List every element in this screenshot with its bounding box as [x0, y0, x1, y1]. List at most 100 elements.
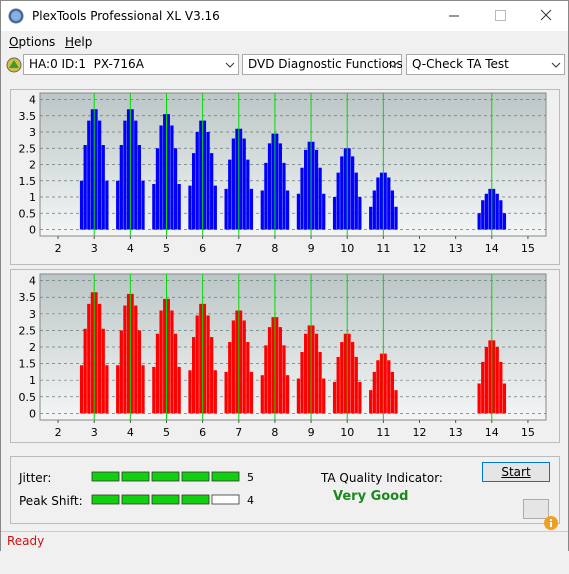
bar	[278, 327, 282, 414]
bar	[351, 342, 355, 414]
app-icon	[8, 8, 24, 24]
bar	[191, 153, 196, 230]
bar	[376, 177, 380, 230]
bar	[296, 193, 301, 230]
bar	[177, 184, 181, 230]
bar	[322, 193, 326, 230]
x-tick-label: 5	[163, 426, 170, 439]
x-tick-label: 9	[308, 242, 315, 255]
indicator-segment	[121, 494, 150, 505]
bar	[224, 371, 228, 414]
bar	[202, 303, 207, 414]
x-tick-label: 6	[199, 426, 206, 439]
bar	[159, 310, 163, 414]
x-tick-label: 15	[521, 242, 535, 255]
bar	[195, 315, 199, 414]
bar	[163, 114, 167, 230]
indicator-bars: 54	[91, 471, 254, 507]
window-controls[interactable]	[441, 1, 568, 31]
bar	[199, 303, 203, 414]
bar	[199, 120, 203, 230]
x-tick-label: 5	[163, 242, 170, 255]
window-title: PlexTools Professional XL V3.16	[32, 9, 220, 23]
bar	[271, 317, 275, 414]
menu-item[interactable]: Options	[9, 35, 56, 49]
y-tick-label: 4	[29, 94, 36, 107]
status-bar: Ready	[1, 531, 568, 551]
bar	[351, 156, 355, 230]
info-icon	[544, 516, 559, 530]
dropdown-arrow	[551, 62, 561, 68]
bar	[116, 180, 120, 230]
bar	[502, 383, 507, 414]
y-tick-label: 1	[29, 374, 36, 387]
bar	[347, 148, 351, 230]
x-tick-label: 8	[271, 426, 278, 439]
bar	[379, 353, 384, 414]
bar	[98, 120, 102, 230]
bar	[390, 371, 395, 414]
x-tick-label: 11	[376, 426, 390, 439]
title-bar: PlexTools Professional XL V3.16	[1, 1, 568, 31]
y-tick-label: 1	[29, 191, 36, 204]
bar	[206, 132, 210, 230]
x-tick-label: 12	[413, 242, 427, 255]
bar	[488, 188, 492, 230]
indicator-segment	[91, 494, 120, 505]
bar	[332, 197, 337, 230]
bar	[90, 109, 95, 230]
ta-result: Very Good	[333, 489, 409, 504]
bar	[155, 148, 160, 230]
bar	[304, 149, 308, 230]
bar	[130, 293, 134, 414]
bar	[314, 333, 319, 414]
bar	[119, 330, 123, 414]
bar	[376, 360, 380, 414]
menu-item[interactable]: Help	[65, 35, 93, 49]
function-select[interactable]: DVD Diagnostic Functions	[242, 54, 403, 75]
bar	[264, 162, 268, 230]
bar	[242, 138, 246, 230]
bar	[282, 162, 286, 230]
test-text: Q-Check TA Test	[412, 57, 509, 71]
bar	[285, 190, 290, 230]
bar	[499, 200, 503, 230]
drive-select[interactable]: HA:0 ID:1 PX-716A	[23, 54, 239, 75]
indicator-segment	[121, 471, 150, 482]
bar	[358, 197, 362, 230]
bar	[210, 153, 214, 230]
bar	[83, 145, 87, 230]
chart: 0 0.5 1 1.5 2 2.5 3 3.5 4 2 3 4 5 6 7 8 9 10 11 12 13 14 15	[19, 273, 547, 439]
bar	[311, 141, 315, 230]
info-button[interactable]	[523, 499, 559, 530]
bar	[336, 172, 340, 230]
drive-text: HA:0 ID:1 PX-716A	[29, 57, 144, 71]
bar	[340, 156, 344, 230]
bar	[354, 356, 358, 414]
bar	[235, 128, 239, 230]
bar	[163, 298, 167, 414]
x-tick-label: 7	[235, 242, 242, 255]
indicator-label: Peak Shift:	[19, 494, 83, 508]
bar	[322, 378, 326, 414]
bar	[94, 292, 98, 414]
bar	[275, 317, 279, 414]
test-select[interactable]: Q-Check TA Test	[406, 54, 565, 75]
bar	[314, 149, 319, 230]
bar	[87, 303, 91, 414]
bar	[213, 370, 217, 414]
bar	[94, 109, 98, 230]
bar	[318, 167, 322, 230]
bar	[484, 193, 488, 230]
bar	[343, 333, 348, 414]
bar	[491, 188, 496, 230]
y-tick-label: 2	[29, 159, 36, 172]
bar	[202, 120, 207, 230]
x-tick-label: 12	[413, 426, 427, 439]
start-button[interactable]: Start	[482, 462, 550, 482]
x-tick-label: 3	[91, 426, 98, 439]
bar	[495, 193, 499, 230]
y-tick-label: 0.5	[19, 391, 37, 404]
bar	[307, 325, 311, 414]
bar	[159, 125, 163, 230]
